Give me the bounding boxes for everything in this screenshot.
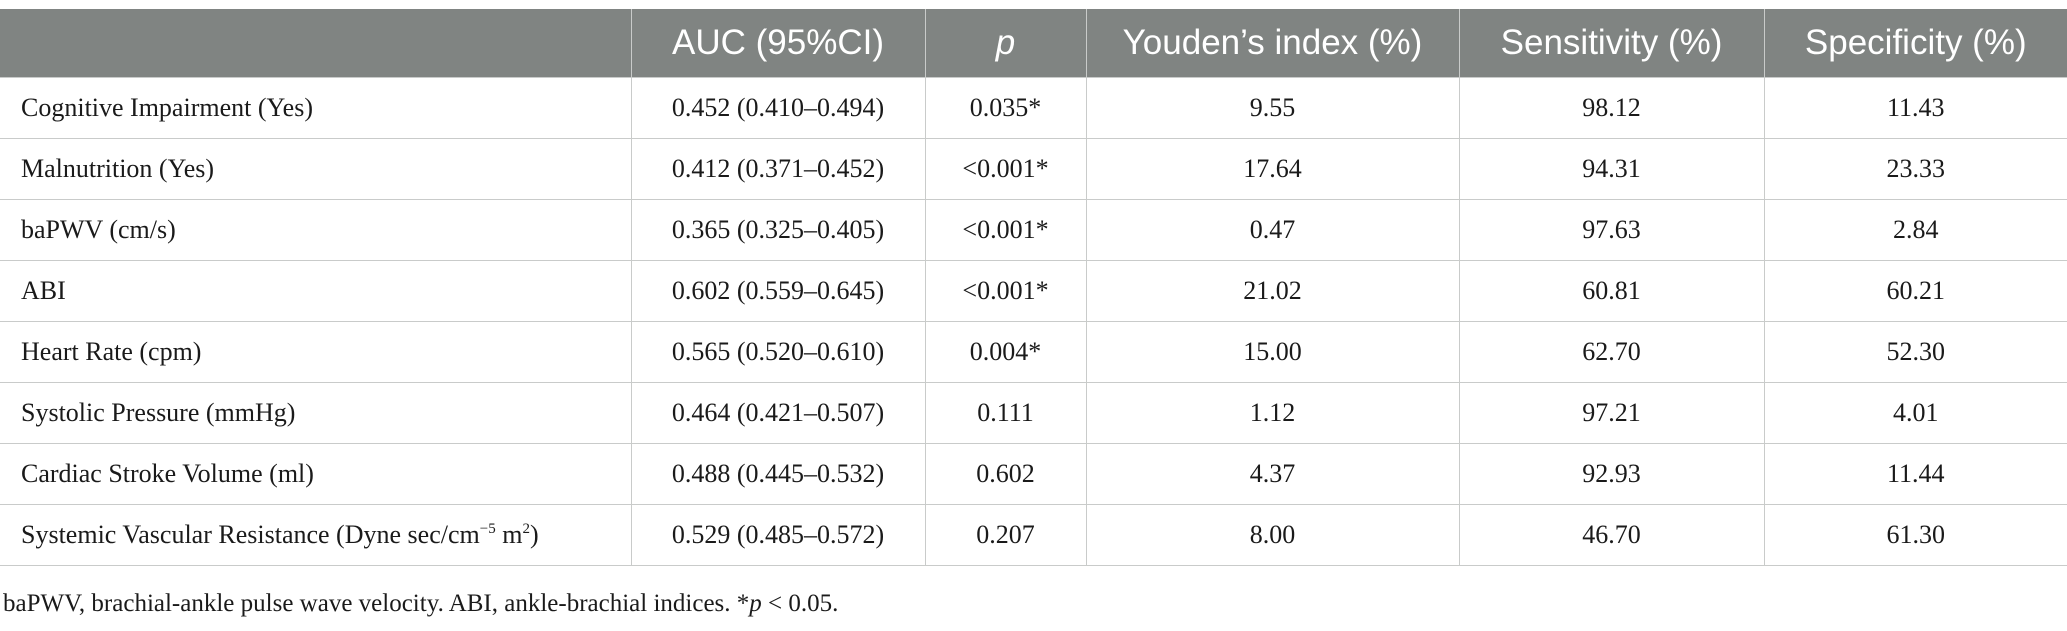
p-value-cell: 0.602 [925, 443, 1087, 505]
p-value-cell: 0.035* [925, 77, 1087, 139]
p-value-cell: 0.111 [925, 382, 1087, 444]
table-row: baPWV (cm/s) 0.365 (0.325–0.405) <0.001*… [0, 199, 2067, 261]
auc-cell: 0.602 (0.559–0.645) [631, 260, 926, 322]
row-label: Heart Rate (cpm) [0, 321, 632, 383]
auc-cell: 0.565 (0.520–0.610) [631, 321, 926, 383]
label-superscript-exponent: −5 [479, 521, 496, 537]
header-p-value: p [925, 9, 1087, 78]
table-row: ABI 0.602 (0.559–0.645) <0.001* 21.02 60… [0, 260, 2067, 322]
auc-cell: 0.488 (0.445–0.532) [631, 443, 926, 505]
row-label: Systolic Pressure (mmHg) [0, 382, 632, 444]
header-variable [0, 9, 632, 78]
youden-cell: 1.12 [1086, 382, 1460, 444]
label-unit: m [495, 520, 523, 549]
youden-cell: 4.37 [1086, 443, 1460, 505]
auc-cell: 0.412 (0.371–0.452) [631, 138, 926, 200]
header-youden-index: Youden’s index (%) [1086, 9, 1460, 78]
youden-cell: 9.55 [1086, 77, 1460, 139]
specificity-cell: 23.33 [1764, 138, 2067, 200]
youden-cell: 8.00 [1086, 504, 1460, 566]
p-value-cell: <0.001* [925, 199, 1087, 261]
sensitivity-cell: 97.21 [1459, 382, 1765, 444]
auc-cell: 0.464 (0.421–0.507) [631, 382, 926, 444]
specificity-cell: 60.21 [1764, 260, 2067, 322]
row-label: Cognitive Impairment (Yes) [0, 77, 632, 139]
sensitivity-cell: 62.70 [1459, 321, 1765, 383]
sensitivity-cell: 92.93 [1459, 443, 1765, 505]
label-suffix: ) [529, 520, 539, 549]
sensitivity-cell: 46.70 [1459, 504, 1765, 566]
row-label: ABI [0, 260, 632, 322]
auc-cell: 0.365 (0.325–0.405) [631, 199, 926, 261]
auc-cell: 0.529 (0.485–0.572) [631, 504, 926, 566]
table-row: Malnutrition (Yes) 0.412 (0.371–0.452) <… [0, 138, 2067, 200]
footnote-text: baPWV, brachial-ankle pulse wave velocit… [3, 590, 750, 617]
row-label: baPWV (cm/s) [0, 199, 632, 261]
auc-cell: 0.452 (0.410–0.494) [631, 77, 926, 139]
table-row: Systemic Vascular Resistance (Dyne sec/c… [0, 504, 2067, 566]
footnote-italic-p: p [749, 590, 762, 617]
results-table-container: AUC (95%CI) p Youden’s index (%) Sensiti… [0, 9, 2067, 566]
sensitivity-cell: 94.31 [1459, 138, 1765, 200]
sensitivity-cell: 98.12 [1459, 77, 1765, 139]
header-auc: AUC (95%CI) [631, 9, 926, 78]
table-row: Systolic Pressure (mmHg) 0.464 (0.421–0.… [0, 382, 2067, 444]
footnote-tail: < 0.05. [761, 590, 839, 617]
row-label: Malnutrition (Yes) [0, 138, 632, 200]
sensitivity-cell: 97.63 [1459, 199, 1765, 261]
table-row: Cognitive Impairment (Yes) 0.452 (0.410–… [0, 77, 2067, 139]
table-header-row: AUC (95%CI) p Youden’s index (%) Sensiti… [0, 9, 2067, 78]
table-row: Heart Rate (cpm) 0.565 (0.520–0.610) 0.0… [0, 321, 2067, 383]
row-label: Cardiac Stroke Volume (ml) [0, 443, 632, 505]
p-value-cell: <0.001* [925, 260, 1087, 322]
specificity-cell: 11.43 [1764, 77, 2067, 139]
specificity-cell: 61.30 [1764, 504, 2067, 566]
label-prefix: Systemic Vascular Resistance (Dyne sec/c… [21, 520, 480, 549]
specificity-cell: 4.01 [1764, 382, 2067, 444]
youden-cell: 21.02 [1086, 260, 1460, 322]
sensitivity-cell: 60.81 [1459, 260, 1765, 322]
p-value-cell: 0.207 [925, 504, 1087, 566]
p-value-cell: <0.001* [925, 138, 1087, 200]
p-value-cell: 0.004* [925, 321, 1087, 383]
youden-cell: 17.64 [1086, 138, 1460, 200]
youden-cell: 15.00 [1086, 321, 1460, 383]
table-row: Cardiac Stroke Volume (ml) 0.488 (0.445–… [0, 443, 2067, 505]
specificity-cell: 11.44 [1764, 443, 2067, 505]
header-specificity: Specificity (%) [1764, 9, 2067, 78]
youden-cell: 0.47 [1086, 199, 1460, 261]
header-sensitivity: Sensitivity (%) [1459, 9, 1765, 78]
table-footnote: baPWV, brachial-ankle pulse wave velocit… [3, 590, 838, 618]
auc-results-table: AUC (95%CI) p Youden’s index (%) Sensiti… [0, 9, 2067, 566]
label-superscript-square: 2 [522, 521, 530, 537]
specificity-cell: 2.84 [1764, 199, 2067, 261]
specificity-cell: 52.30 [1764, 321, 2067, 383]
row-label: Systemic Vascular Resistance (Dyne sec/c… [0, 504, 632, 566]
